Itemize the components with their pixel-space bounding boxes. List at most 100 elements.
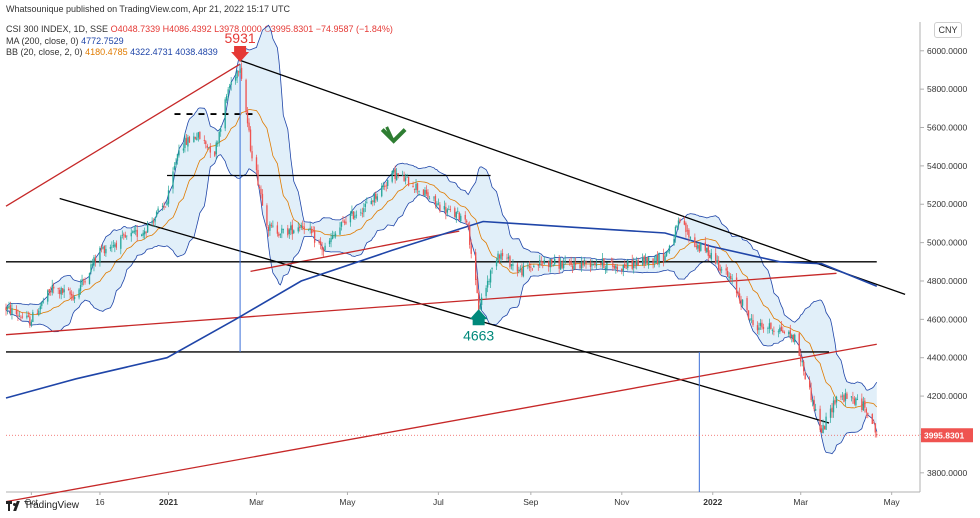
candle [385, 182, 387, 192]
candle [157, 206, 159, 214]
candle [583, 257, 586, 267]
candle [561, 260, 563, 270]
y-tick-label: 4600.0000 [927, 314, 967, 324]
candle [257, 164, 259, 187]
candle [537, 264, 539, 271]
candle [528, 261, 531, 272]
candle [467, 222, 469, 230]
candle [768, 318, 771, 334]
candle [867, 412, 869, 419]
candle [695, 242, 698, 250]
candle [808, 376, 811, 390]
candle [47, 289, 49, 305]
candle [710, 248, 712, 262]
candle [749, 317, 751, 322]
candle [236, 69, 238, 83]
candle [700, 242, 702, 252]
candle [633, 257, 635, 274]
symbol-label: CSI 300 INDEX, 1D, SSE [6, 24, 109, 34]
tradingview-icon [6, 500, 20, 511]
candle [5, 303, 7, 316]
candle [258, 184, 261, 189]
candle [803, 359, 805, 376]
candle [164, 206, 167, 208]
candle [349, 210, 352, 227]
candle [707, 244, 709, 261]
trough-arrow-icon [469, 309, 488, 326]
candle [227, 86, 229, 100]
red-trend-line [5, 63, 241, 207]
candle [370, 198, 372, 205]
candle [185, 134, 188, 146]
candle [831, 402, 833, 418]
peak-label: 5931 [225, 30, 256, 46]
candle [615, 264, 617, 274]
bb-upper-value: 4322.4731 [130, 47, 173, 57]
candle [234, 73, 237, 85]
candle [674, 225, 677, 243]
candle [401, 170, 404, 176]
candle [308, 228, 310, 232]
candle [454, 206, 456, 218]
candle [782, 326, 784, 333]
ma-label: MA (200, close, 0) [6, 35, 79, 46]
currency-button[interactable]: CNY [934, 22, 962, 38]
candle [343, 219, 346, 226]
x-tick-label: Mar [249, 497, 264, 507]
candle [11, 303, 13, 320]
candle [686, 224, 689, 235]
candle [761, 319, 763, 330]
candle [151, 217, 153, 227]
candle [175, 158, 177, 168]
candle [725, 264, 727, 275]
x-tick-label: Jul [433, 497, 444, 507]
candle [167, 185, 170, 208]
y-tick-label: 4400.0000 [927, 353, 967, 363]
candle [531, 268, 534, 271]
candle [322, 247, 325, 257]
candle [825, 412, 827, 431]
candle [330, 232, 332, 248]
candle [861, 393, 863, 413]
candle [622, 264, 624, 277]
candle [339, 222, 341, 235]
candle [506, 253, 508, 261]
candle [30, 319, 33, 328]
candle [568, 258, 571, 266]
candle [855, 397, 857, 407]
candle [334, 231, 337, 239]
candle [792, 334, 794, 343]
candle [373, 192, 375, 206]
candle [103, 245, 106, 257]
candle [697, 242, 699, 252]
last-price-badge [921, 428, 973, 443]
candle [571, 263, 574, 273]
candle [652, 258, 654, 269]
candle [48, 288, 50, 296]
candle [558, 254, 560, 274]
candle [245, 78, 247, 115]
candle [352, 211, 355, 220]
publisher-line: Whatsounique published on TradingView.co… [6, 4, 291, 14]
candle [589, 259, 592, 273]
candle [82, 278, 85, 286]
candle [105, 244, 107, 257]
candle [261, 189, 264, 206]
candle [102, 245, 104, 250]
y-tick-label: 3800.0000 [927, 468, 967, 478]
candle [501, 248, 504, 261]
candle [683, 216, 686, 226]
candle [646, 256, 648, 265]
candle [214, 151, 216, 158]
candle [574, 257, 577, 270]
bb-label: BB (20, close, 2, 0) [6, 47, 83, 57]
candle [500, 250, 502, 264]
candle [457, 207, 459, 214]
candle [132, 230, 134, 234]
candle [130, 228, 132, 242]
candle [310, 226, 313, 236]
candle [820, 425, 823, 434]
candle [770, 322, 772, 330]
candle [309, 222, 311, 234]
